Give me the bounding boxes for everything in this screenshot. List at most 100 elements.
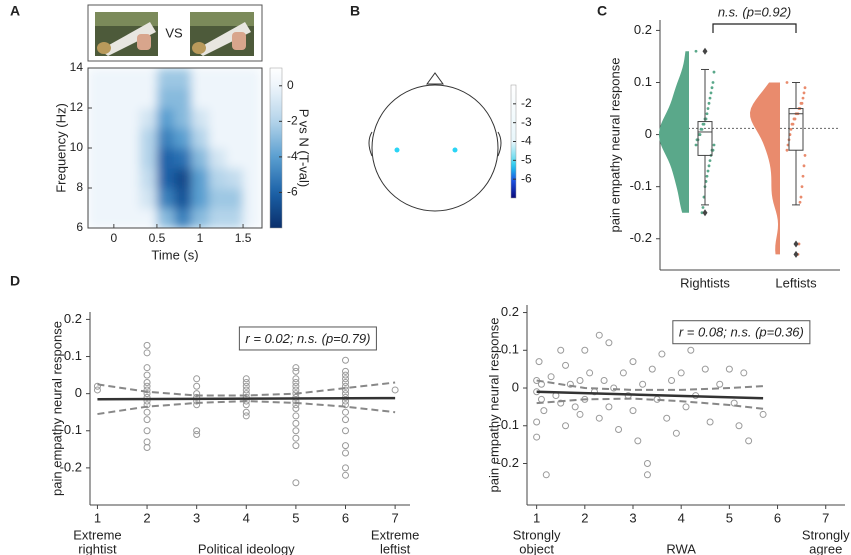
x-tick-label: 0.5	[149, 231, 166, 245]
heatmap-cell	[139, 88, 158, 109]
data-point	[708, 159, 712, 163]
x-tick-label: 1	[197, 231, 204, 245]
heatmap-cell	[156, 208, 175, 228]
heatmap-cell	[139, 208, 158, 228]
data-point	[785, 81, 789, 84]
data-point	[143, 379, 151, 387]
data-point	[745, 437, 753, 445]
data-point	[342, 382, 350, 390]
heatmap-cell	[156, 68, 175, 89]
data-point	[193, 430, 201, 438]
colorbar-tick-label: -2	[287, 114, 298, 128]
x-axis-label: Time (s)	[151, 247, 198, 262]
data-point	[292, 379, 300, 387]
heatmap-cell	[88, 88, 106, 109]
data-point	[789, 127, 793, 131]
data-point	[605, 339, 613, 347]
x-end-label: leftist	[380, 541, 411, 555]
x-axis-label: Political ideology	[198, 541, 295, 555]
data-point	[193, 382, 201, 390]
heatmap-cell	[105, 148, 124, 169]
x-tick-label: 2	[581, 510, 588, 525]
data-point	[342, 401, 350, 409]
data-point	[759, 410, 767, 418]
y-axis-label: Frequency (Hz)	[53, 103, 68, 193]
data-point	[709, 91, 713, 95]
data-point	[701, 206, 705, 209]
data-point	[700, 211, 704, 215]
data-point	[143, 349, 151, 357]
data-point	[803, 86, 807, 90]
data-point	[93, 386, 101, 394]
data-point	[143, 371, 151, 379]
heatmap-cell	[208, 148, 227, 169]
panel-label: C	[597, 3, 607, 19]
heatmap-cell	[174, 168, 192, 189]
electrode	[452, 147, 458, 153]
heatmap-cell	[174, 68, 192, 89]
heatmap-cell	[139, 128, 158, 149]
data-point	[562, 361, 570, 369]
data-point	[566, 380, 574, 388]
data-point	[342, 371, 350, 379]
heatmap-cell	[243, 68, 261, 89]
heatmap-cell	[122, 168, 141, 189]
y-axis-label: pain empathy neural response	[607, 58, 622, 233]
data-point	[699, 127, 703, 131]
heatmap-cell	[191, 148, 210, 169]
heatmap-cell	[174, 88, 192, 109]
significance-bracket	[712, 23, 797, 33]
data-point	[706, 418, 714, 426]
annotation-box	[672, 320, 811, 345]
data-point	[292, 375, 300, 383]
y-tick-label: 0	[75, 385, 82, 400]
data-point	[707, 101, 711, 105]
heatmap-cell	[243, 88, 261, 109]
data-point	[716, 380, 724, 388]
data-point	[292, 479, 300, 487]
heatmap-cell	[139, 108, 158, 129]
data-point	[712, 70, 716, 74]
data-point	[143, 390, 151, 398]
confidence-bound	[536, 397, 764, 410]
annotation: n.s. (p=0.92)	[718, 4, 791, 19]
outlier	[702, 209, 708, 217]
heatmap-cell	[243, 128, 261, 149]
x-end-label: object	[519, 541, 554, 555]
data-point	[712, 143, 716, 147]
ears	[368, 131, 502, 157]
y-tick-label: -0.1	[497, 417, 519, 432]
heatmap-cell	[208, 168, 227, 189]
heatmap-cell	[174, 188, 192, 209]
data-point	[801, 174, 805, 178]
data-point	[677, 369, 685, 377]
heatmap-cell	[225, 168, 244, 189]
data-point	[735, 422, 743, 430]
data-point	[648, 365, 656, 373]
data-point	[143, 382, 151, 390]
data-point	[143, 443, 151, 451]
heatmap-cell	[105, 68, 124, 89]
heatmap-cell	[243, 188, 261, 209]
data-point	[193, 401, 201, 409]
heatmap-cell	[174, 128, 192, 149]
x-tick-label: Leftists	[775, 275, 817, 290]
heatmap-cell	[88, 148, 106, 169]
data-point	[803, 154, 807, 157]
data-point	[576, 410, 584, 418]
data-point	[571, 403, 579, 411]
y-tick-label: 10	[70, 140, 84, 154]
heatmap-cell	[122, 108, 141, 129]
data-point	[629, 358, 637, 366]
data-point	[342, 464, 350, 472]
heatmap-cell	[105, 108, 124, 129]
y-tick-label: 12	[70, 100, 84, 114]
data-point	[701, 365, 709, 373]
data-point	[701, 122, 705, 126]
heatmap-cell	[243, 208, 261, 228]
data-point	[634, 437, 642, 445]
data-point	[694, 49, 698, 53]
data-point	[619, 369, 627, 377]
data-point	[799, 195, 803, 199]
data-point	[143, 427, 151, 435]
